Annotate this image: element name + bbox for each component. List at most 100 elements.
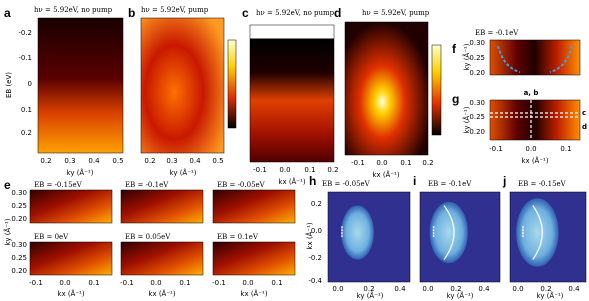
x-axis-label: kx (Å⁻¹) xyxy=(240,289,267,298)
panel-title: EB = 0.1eV xyxy=(217,233,259,241)
y-tick-label: 0.20 xyxy=(11,215,27,223)
x-axis-label: kx (Å⁻¹) xyxy=(278,177,305,186)
y-axis-label: EB (eV) xyxy=(5,72,13,98)
x-tick-label: -0.1 xyxy=(120,279,134,287)
y-tick-label: -0.2 xyxy=(18,29,32,37)
map-feature xyxy=(341,205,374,260)
y-axis-label: kx (Å⁻¹) xyxy=(305,222,314,249)
x-tick-label: 0.0 xyxy=(422,285,433,293)
panel-letter: i xyxy=(413,174,416,188)
y-tick-label: 0.20 xyxy=(469,128,485,136)
x-axis-label: ky (Å⁻¹) xyxy=(357,291,384,300)
x-tick-label: 0.2 xyxy=(540,285,551,293)
x-tick-label: 0.5 xyxy=(112,157,123,165)
x-tick-label: 0.4 xyxy=(478,285,490,293)
x-tick-label: 0.0 xyxy=(525,145,536,153)
panel-title: hν = 5.92eV, pump xyxy=(362,9,430,17)
x-tick-label: 0.2 xyxy=(422,159,433,167)
panel-title: EB = -0.05eV xyxy=(217,181,266,189)
panel-title: EB = -0.15eV xyxy=(34,181,83,189)
y-tick-label: 0.25 xyxy=(469,54,485,62)
map-image xyxy=(344,21,429,156)
panel-letter: e xyxy=(4,178,11,192)
panel-title: EB = -0.15eV xyxy=(518,180,567,188)
x-tick-label: 0.1 xyxy=(88,279,99,287)
x-tick-label: 0.5 xyxy=(212,157,223,165)
x-tick-label: 0.0 xyxy=(512,285,523,293)
x-tick-label: 0.1 xyxy=(400,159,411,167)
map-arc xyxy=(443,205,455,260)
panel-title: hν = 5.92eV, no pump xyxy=(256,9,335,17)
panel-title: EB = 0.05eV xyxy=(125,233,171,241)
y-tick-label: 0.2 xyxy=(21,129,32,137)
x-axis-label: kx (Å⁻¹) xyxy=(372,170,399,179)
x-tick-label: 0.1 xyxy=(271,279,282,287)
y-tick-label: 0 xyxy=(28,80,32,88)
y-axis-label: ky (Å⁻¹) xyxy=(462,43,471,70)
x-tick-label: 0.2 xyxy=(144,157,155,165)
panel-title: EB = 0eV xyxy=(34,233,69,241)
x-tick-label: 0.0 xyxy=(376,159,387,167)
y-tick-label: 0.0 xyxy=(311,227,322,235)
x-tick-label: 0.0 xyxy=(332,285,343,293)
panel-letter: h xyxy=(309,174,316,188)
y-tick-label: 0.30 xyxy=(11,241,27,249)
map-image xyxy=(29,241,113,276)
x-axis-label: kx (Å⁻¹) xyxy=(148,289,175,298)
x-tick-label: 0.4 xyxy=(88,157,100,165)
panel-letter: d xyxy=(334,6,341,20)
y-tick-label: -0.2 xyxy=(308,254,322,262)
x-tick-label: 0.4 xyxy=(394,285,406,293)
x-tick-label: 0.3 xyxy=(166,157,177,165)
x-axis-label: ky (Å⁻¹) xyxy=(170,168,197,177)
y-tick-label: 0.1 xyxy=(21,106,32,114)
map-image xyxy=(489,99,581,141)
y-tick-label: 0.25 xyxy=(11,254,27,262)
y-tick-label: 0.30 xyxy=(469,99,485,107)
panel-letter: c xyxy=(242,6,249,20)
y-tick-label: 0.25 xyxy=(11,202,27,210)
panel-letter: a xyxy=(4,6,11,20)
x-axis-label: ky (Å⁻¹) xyxy=(447,291,474,300)
panel-title: EB = -0.1eV xyxy=(125,181,169,189)
map-image xyxy=(120,189,204,224)
y-tick-label: 0.2 xyxy=(311,200,322,208)
x-tick-label: 0.1 xyxy=(304,166,315,174)
colorbar xyxy=(227,39,237,129)
x-tick-label: 0.4 xyxy=(189,157,201,165)
map-image xyxy=(140,17,225,154)
x-axis-label: kx (Å⁻¹) xyxy=(521,156,548,165)
x-tick-label: -0.1 xyxy=(489,145,503,153)
panel-title: EB = -0.1eV xyxy=(475,29,519,37)
x-tick-label: -0.1 xyxy=(253,166,267,174)
map-image xyxy=(489,39,581,76)
y-axis-label: ky (Å⁻¹) xyxy=(462,106,471,133)
x-tick-label: 0.0 xyxy=(59,279,70,287)
map-image xyxy=(249,24,335,163)
x-axis-label: ky (Å⁻¹) xyxy=(537,291,564,300)
map-image xyxy=(212,189,296,224)
map-arc xyxy=(532,205,543,260)
annotation: d xyxy=(582,123,587,131)
x-tick-label: 0.2 xyxy=(40,157,51,165)
x-tick-label: -0.1 xyxy=(29,279,43,287)
panel-title: EB = -0.05eV xyxy=(322,180,371,188)
y-tick-label: -0.4 xyxy=(308,277,322,285)
x-tick-label: 0.3 xyxy=(64,157,75,165)
x-tick-label: 0.4 xyxy=(568,285,580,293)
y-tick-label: 0.20 xyxy=(469,69,485,77)
x-tick-label: 0.1 xyxy=(179,279,190,287)
x-tick-label: 0.1 xyxy=(560,145,571,153)
map-image xyxy=(212,241,296,276)
y-tick-label: 0.20 xyxy=(11,267,27,275)
x-tick-label: 0.0 xyxy=(242,279,253,287)
x-tick-label: 0.0 xyxy=(279,166,290,174)
colorbar xyxy=(431,44,442,136)
x-tick-label: 0.2 xyxy=(363,285,374,293)
panel-letter: f xyxy=(452,42,457,56)
map-image xyxy=(29,189,113,224)
annotation: a, b xyxy=(524,89,539,97)
map-image xyxy=(37,17,124,154)
panel-title: hν = 5.92eV, pump xyxy=(141,6,209,14)
